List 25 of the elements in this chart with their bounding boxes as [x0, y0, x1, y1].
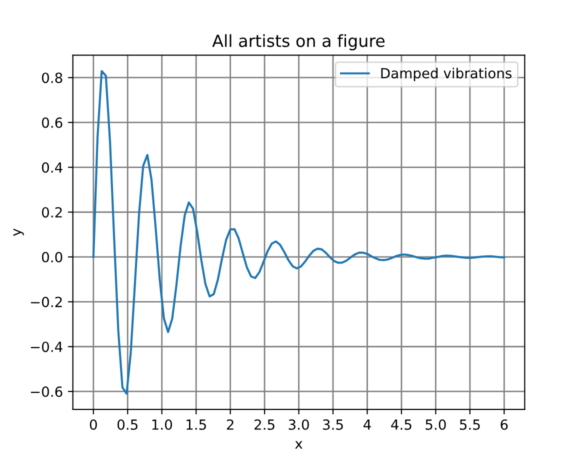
y-tick-label: 0.6 [42, 117, 62, 128]
legend-label: Damped vibrations [381, 68, 512, 82]
x-tick-label: 3.5 [323, 419, 343, 430]
y-tick-label: −0.6 [30, 386, 62, 397]
x-tick-label: 4 [364, 420, 371, 430]
x-tick-label: 1.5 [186, 420, 206, 430]
x-tick-label: 1.0 [152, 419, 172, 430]
x-tick-label: 0 [90, 419, 97, 430]
x-tick-label: 5.0 [426, 419, 446, 430]
chart-title: All artists on a figure [212, 34, 385, 50]
x-axis-title: x [295, 441, 302, 449]
y-tick-label: 0.0 [42, 252, 62, 262]
x-tick-label: 6 [500, 419, 508, 430]
x-tick-label: 5.5 [460, 420, 480, 430]
x-tick-label: 2.5 [254, 419, 274, 430]
x-tick-label: 3.0 [288, 419, 309, 430]
y-tick-label: 0.2 [42, 207, 62, 218]
x-tick-label: 0.5 [118, 419, 138, 430]
y-tick-label: 0.4 [42, 162, 62, 173]
x-tick-label: 2 [226, 419, 234, 430]
y-tick-label: −0.4 [30, 342, 62, 352]
y-tick-label: 0.8 [42, 72, 62, 84]
y-tick-label: −0.2 [30, 296, 62, 308]
x-tick-label: 4.5 [391, 420, 412, 430]
y-axis-title: y [13, 228, 24, 236]
